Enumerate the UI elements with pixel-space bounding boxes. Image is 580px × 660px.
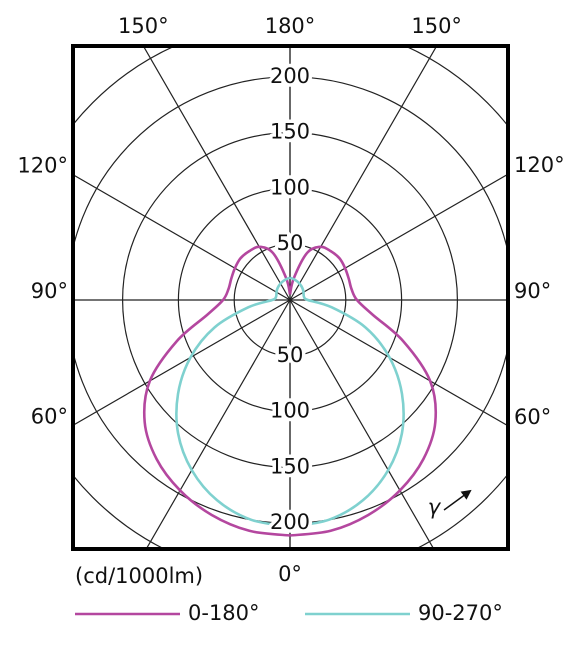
grid-spoke [145, 299, 291, 549]
r-tick-label: 200 [270, 64, 310, 88]
direction-label: γ [428, 495, 442, 519]
unit-label: (cd/1000lm) [75, 564, 203, 588]
direction-arrow [443, 489, 472, 511]
r-tick-label: 100 [270, 175, 310, 199]
r-tick-label: 200 [270, 510, 310, 534]
series-curve [289, 276, 405, 528]
series-curve [288, 245, 438, 537]
r-tick-label: 50 [277, 231, 304, 255]
grid-spoke [289, 299, 435, 549]
r-tick-label: 50 [277, 343, 304, 367]
angle-label: 60° [514, 405, 551, 429]
angle-label: 150° [411, 14, 462, 38]
curves [142, 245, 438, 537]
r-tick-label: 150 [270, 454, 310, 478]
labels: 0° 60° 60° 90° 90° 120° 120° 150° 150° 180° 50 50 10… [17, 14, 564, 625]
series-curve [175, 276, 291, 528]
frame [71, 44, 510, 551]
grid-spoke [73, 174, 291, 301]
series-curve [142, 245, 292, 537]
grid-spoke [73, 299, 291, 426]
angle-label: 90° [514, 279, 551, 303]
angle-label: 60° [31, 404, 68, 428]
angle-label: 180° [265, 14, 316, 38]
r-tick-label: 100 [270, 399, 310, 423]
legend-label: 0-180° [188, 601, 260, 625]
angle-label: 90° [31, 279, 68, 303]
r-tick-label: 150 [270, 120, 310, 144]
grid-spoke [289, 173, 508, 301]
legend-label: 90-270° [418, 601, 503, 625]
angle-label: 0° [278, 562, 302, 586]
angle-label: 120° [514, 153, 565, 177]
grid-spoke [289, 299, 508, 427]
angle-label: 120° [17, 154, 68, 178]
angle-label: 150° [118, 14, 169, 38]
